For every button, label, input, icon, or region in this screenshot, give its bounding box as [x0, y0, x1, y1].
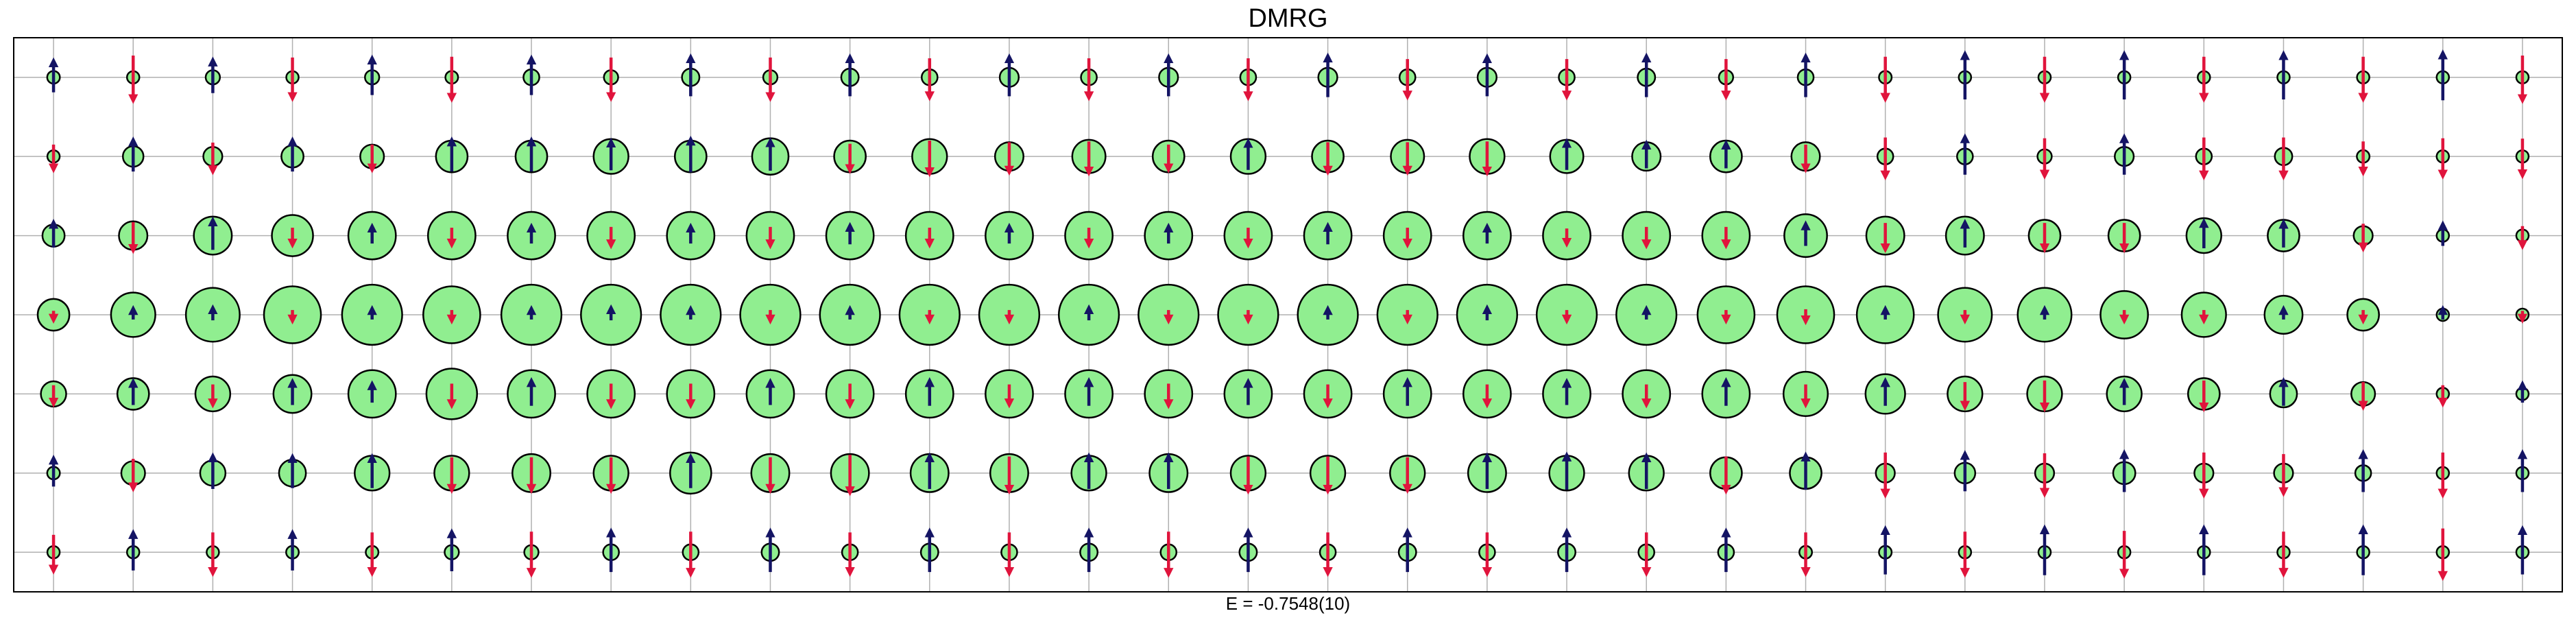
chart-title: DMRG [1248, 4, 1328, 33]
plot-frame [13, 37, 2563, 593]
x-axis-label: E = -0.7548(10) [1225, 593, 1351, 614]
spin-arrows [48, 49, 2528, 582]
